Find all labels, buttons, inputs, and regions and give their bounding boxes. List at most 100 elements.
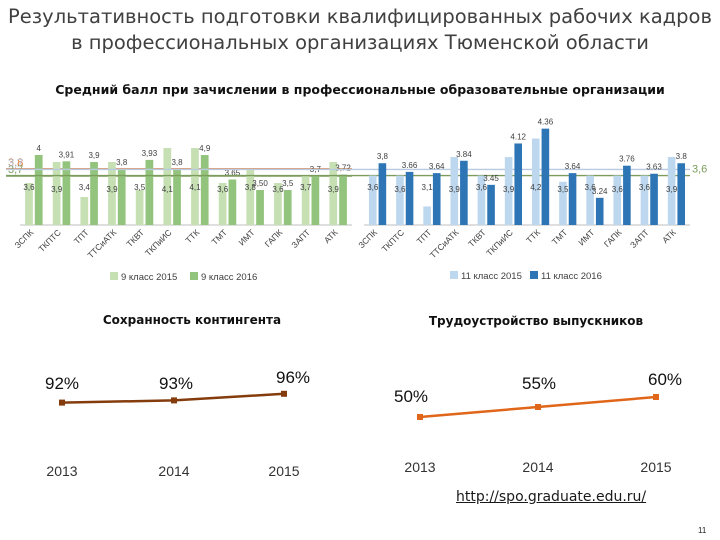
data-label: 3.64 [429, 162, 445, 171]
tick-label: ТКВТ [466, 227, 488, 249]
tick-label: ТТСиАТК [428, 227, 461, 260]
data-label: 3,9 [328, 185, 340, 194]
data-label: 3,6 [639, 183, 651, 192]
bar [329, 162, 338, 225]
bar [559, 181, 567, 225]
data-label: 3,9 [51, 185, 63, 194]
bar [378, 163, 387, 225]
data-label: 3.24 [592, 187, 608, 196]
tick-label: 2015 [640, 459, 671, 475]
bar [432, 173, 441, 225]
bar [34, 155, 43, 225]
tick-label: АТК [660, 227, 678, 245]
title-line-1: Результативность подготовки квалифициров… [8, 5, 712, 28]
bar [80, 197, 89, 225]
data-label: 4.12 [510, 132, 526, 141]
legend-swatch [110, 272, 118, 280]
data-label: 4,2 [530, 183, 542, 192]
bar [200, 155, 209, 225]
data-label: 3,6 [217, 185, 229, 194]
page-title: Результативность подготовки квалифициров… [0, 4, 720, 56]
bar [274, 183, 282, 225]
data-label: 3,8 [171, 158, 183, 167]
data-label: 92% [45, 374, 79, 393]
page-number: 11 [698, 526, 707, 535]
bar [135, 190, 144, 225]
reference-label: 3,8 [8, 157, 23, 169]
bar [52, 162, 61, 225]
bar-chart-1: 3,83,73,64ЗСПК3,93,91ТКПТС3,43,9ТПТ3,93,… [6, 144, 352, 283]
data-label: 3,9 [666, 185, 678, 194]
tick-label: ЗСПК [356, 227, 379, 250]
tick-label: ИМТ [237, 227, 257, 247]
data-point [59, 399, 65, 406]
bar [218, 183, 227, 225]
tick-label: 2015 [268, 463, 299, 479]
data-point [171, 397, 177, 404]
bar [396, 175, 404, 225]
bar [108, 162, 116, 225]
tick-label: 2014 [158, 463, 189, 479]
legend-swatch [190, 272, 198, 280]
data-label: 60% [648, 370, 682, 389]
tick-label: ЗАПТ [289, 227, 312, 250]
tick-label: ТПТ [72, 227, 91, 246]
data-label: 3.63 [646, 163, 662, 172]
bar [25, 183, 33, 225]
data-point [417, 414, 423, 420]
data-label: 4,1 [189, 183, 201, 192]
bar [677, 163, 686, 225]
bar [586, 175, 594, 225]
tick-label: ТМТ [550, 227, 569, 246]
data-label: 3,91 [59, 150, 75, 159]
chart-title: Сохранность контингента [103, 313, 281, 327]
tick-label: ТТК [183, 227, 201, 245]
data-label: 3,5 [282, 179, 294, 188]
data-label: 3.84 [456, 150, 472, 159]
bar [650, 173, 658, 225]
bar [62, 161, 71, 225]
data-label: 3,6 [23, 183, 35, 192]
data-point [653, 394, 659, 400]
tick-label: ЗСПК [12, 227, 35, 250]
data-label: 4.36 [538, 118, 554, 127]
data-label: 3,9 [106, 185, 118, 194]
data-label: 3,8 [245, 183, 257, 192]
bar [191, 148, 199, 225]
tick-label: АТК [322, 227, 340, 245]
data-label: 3,7 [300, 183, 312, 192]
tick-label: 2014 [522, 459, 553, 475]
bar [173, 169, 181, 225]
data-label: 3,6 [476, 183, 488, 192]
data-label: 3,4 [79, 183, 91, 192]
bar [531, 138, 540, 225]
data-label: 3,8 [116, 158, 128, 167]
tick-label: ТКВТ [124, 227, 146, 249]
tick-label: ТКПТС [36, 227, 63, 254]
bar [640, 175, 649, 225]
data-label: 3.64 [565, 162, 581, 171]
data-label: 93% [159, 374, 193, 393]
bar [613, 175, 622, 225]
data-label: 3.8 [676, 152, 688, 161]
data-label: 3,8 [377, 152, 389, 161]
bar [283, 190, 292, 225]
data-label: 96% [276, 368, 310, 387]
bar [256, 190, 264, 225]
line-chart-2: Трудоустройство выпускников 50% 2013 55% 201… [394, 314, 682, 475]
tick-label: ТПТ [415, 227, 434, 246]
tick-label: ГАПК [602, 227, 624, 249]
tick-label: ГАПК [263, 227, 285, 249]
data-label: 3,6 [272, 185, 284, 194]
tick-label: 2013 [46, 463, 77, 479]
bar [568, 173, 577, 225]
data-point [281, 390, 287, 397]
source-link[interactable]: http://spo.graduate.edu.ru/ [456, 489, 647, 505]
bar [450, 157, 459, 225]
data-label: 3,9 [449, 185, 461, 194]
bar [163, 148, 172, 225]
tick-label: ЗАПТ [628, 227, 651, 250]
tick-label: ТКПиИС [484, 227, 515, 258]
bar [487, 184, 495, 225]
bar [368, 175, 377, 225]
